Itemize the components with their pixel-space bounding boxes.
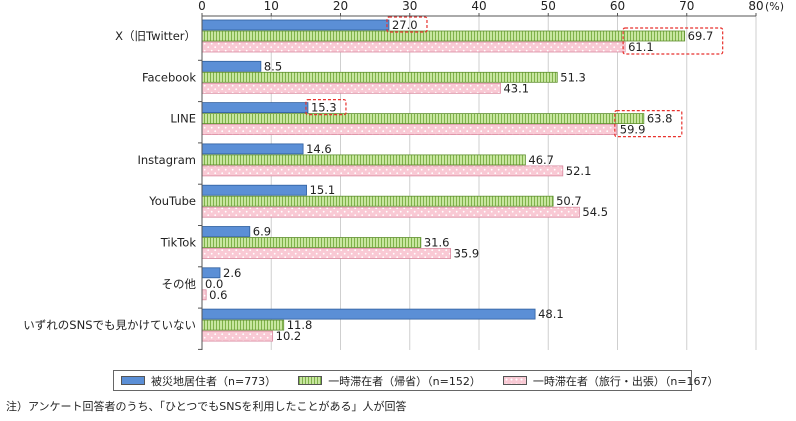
data-label-travel: 35.9 (454, 247, 480, 261)
data-label-travel: 52.1 (566, 164, 592, 178)
category-label: LINE (170, 112, 196, 126)
data-label-travel: 43.1 (503, 81, 529, 95)
bar-travel (201, 206, 580, 218)
legend-item-travel: 一時滞在者（旅行・出張）（n=167） (502, 373, 719, 389)
bar-residents (201, 308, 536, 320)
bar-residents (201, 184, 307, 196)
bar-residents (201, 60, 262, 72)
data-label-residents: 8.5 (264, 59, 282, 73)
data-label-homecoming: 0.0 (205, 277, 223, 291)
data-label-travel: 61.1 (628, 40, 654, 54)
bar-homecoming (201, 237, 422, 248)
data-label-homecoming: 50.7 (556, 194, 582, 208)
data-label-residents: 15.3 (311, 101, 337, 115)
data-label-residents: 48.1 (538, 307, 564, 321)
legend-item-residents: 被災地居住者（n=773） (121, 373, 276, 389)
x-tick-label: 30 (402, 0, 417, 13)
bar-homecoming (201, 30, 686, 42)
highlight-box (614, 109, 683, 138)
bar-homecoming (201, 113, 645, 124)
x-tick-label: 70 (679, 0, 694, 13)
legend-item-homecoming: 一時滞在者（帰省）（n=152） (298, 373, 481, 389)
data-label-travel: 59.9 (620, 123, 646, 137)
category-label: Facebook (142, 70, 196, 84)
x-unit-label: (%) (765, 0, 784, 13)
x-tick-label: 10 (264, 0, 279, 13)
x-tick-label: 50 (541, 0, 556, 13)
bar-travel (201, 165, 564, 177)
data-label-homecoming: 31.6 (424, 236, 450, 250)
data-label-travel: 0.6 (209, 288, 227, 302)
legend-swatch-residents (121, 376, 145, 385)
data-label-residents: 27.0 (392, 18, 418, 32)
highlight-box (386, 16, 428, 33)
footnote: 注）アンケート回答者のうち、「ひとつでもSNSを利用したことがある」人が回答 (6, 400, 407, 413)
x-tick-label: 80 (748, 0, 763, 13)
bar-travel (201, 82, 501, 94)
bar-residents (201, 143, 304, 155)
highlight-box (305, 98, 347, 116)
data-label-homecoming: 11.8 (287, 318, 313, 332)
data-label-residents: 2.6 (223, 266, 241, 280)
data-label-homecoming: 63.8 (647, 112, 673, 126)
legend-label-residents: 被災地居住者（n=773） (151, 374, 277, 388)
legend-swatch-travel (502, 376, 527, 385)
category-label: TikTok (160, 236, 197, 250)
data-label-residents: 15.1 (310, 183, 336, 197)
bar-travel (201, 289, 207, 301)
x-tick-label: 40 (471, 0, 486, 13)
legend-swatch-homecoming (298, 376, 323, 385)
data-label-residents: 6.9 (253, 225, 271, 239)
data-label-travel: 54.5 (582, 205, 608, 219)
bar-homecoming (201, 319, 285, 331)
data-label-homecoming: 51.3 (560, 70, 586, 84)
category-label: Instagram (137, 153, 196, 167)
data-label-travel: 10.2 (276, 329, 302, 343)
bar-travel (201, 330, 274, 342)
data-label-homecoming: 69.7 (688, 29, 714, 43)
bar-travel (201, 124, 618, 135)
bar-residents (201, 102, 309, 113)
bar-homecoming (201, 154, 526, 166)
legend: 被災地居住者（n=773） 一時滞在者（帰省）（n=152） 一時滞在者（旅行・… (113, 370, 719, 391)
x-tick-label: 0 (198, 0, 206, 13)
legend-label-travel: 一時滞在者（旅行・出張）（n=167） (532, 374, 719, 388)
category-label: X（旧Twitter） (115, 29, 196, 43)
bar-homecoming (201, 195, 554, 207)
legend-label-homecoming: 一時滞在者（帰省）（n=152） (328, 374, 481, 388)
bar-travel (201, 248, 452, 259)
bar-residents (201, 226, 251, 237)
category-label: YouTube (148, 194, 196, 208)
data-label-residents: 14.6 (306, 142, 332, 156)
x-tick-label: 60 (610, 0, 625, 13)
x-tick-label: 20 (333, 0, 348, 13)
data-label-homecoming: 46.7 (528, 153, 554, 167)
bar-travel (201, 41, 626, 53)
highlight-box (622, 27, 724, 55)
category-label: その他 (162, 277, 197, 291)
bar-residents (201, 19, 390, 31)
category-label: いずれのSNSでも見かけていない (23, 318, 196, 332)
